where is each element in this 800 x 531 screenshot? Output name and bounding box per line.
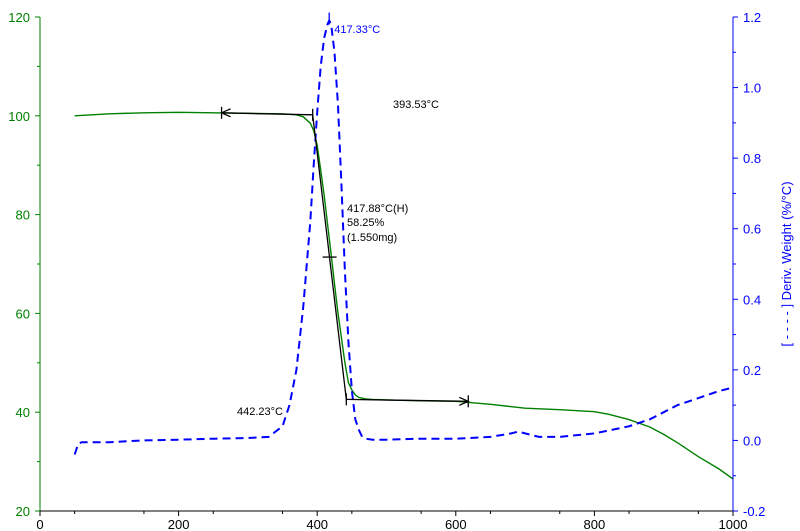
x-tick-label: 200 <box>168 517 190 531</box>
weight-line <box>74 111 734 480</box>
annotation-peak-temp: 417.33°C <box>334 24 380 36</box>
y-axis-right-label: [ - - - - ] Deriv. Weight (%/°C) <box>779 181 794 346</box>
x-tick-label: 0 <box>36 517 43 531</box>
endset-baseline <box>346 398 469 402</box>
onset-baseline <box>221 112 313 116</box>
y-right-tick-label: 0.6 <box>743 222 761 237</box>
y-right-tick-label: 1.2 <box>743 10 761 25</box>
y-right-tick-label: -0.2 <box>743 504 765 519</box>
deriv-weight-line <box>73 18 734 455</box>
y-right-tick-label: 0.2 <box>743 363 761 378</box>
y-left-tick-label: 120 <box>8 10 30 25</box>
x-tick-label: 400 <box>306 517 328 531</box>
annotations: 417.33°C 393.53°C 417.88°C(H) 58.25% (1.… <box>237 24 439 418</box>
annotation-mass-loss-mg: (1.550mg) <box>347 232 397 244</box>
annotation-mass-loss-percent: 58.25% <box>347 217 385 229</box>
x-tick-label: 1000 <box>719 517 748 531</box>
y-right-tick-label: 1.0 <box>743 81 761 96</box>
y-left-tick-label: 20 <box>16 504 30 519</box>
annotation-endset-temp: 442.23°C <box>237 406 283 418</box>
y-left-tick-label: 100 <box>8 109 30 124</box>
x-tick-label: 600 <box>445 517 467 531</box>
plot-area <box>73 12 734 480</box>
tick-labels: 0 200 400 600 800 1000 20 40 60 80 100 120 -0.2 0.0 0.… <box>8 10 765 531</box>
y-left-tick-label: 60 <box>16 306 30 321</box>
axes <box>35 16 738 516</box>
annotation-onset-temp: 393.53°C <box>393 99 439 111</box>
y-right-tick-label: 0.8 <box>743 151 761 166</box>
y-left-tick-label: 40 <box>16 405 30 420</box>
x-tick-label: 800 <box>584 517 606 531</box>
y-right-tick-label: 0.4 <box>743 292 761 307</box>
y-right-tick-label: 0.0 <box>743 433 761 448</box>
annotation-midpoint-temp: 417.88°C(H) <box>347 203 408 215</box>
y-left-tick-label: 80 <box>16 208 30 223</box>
